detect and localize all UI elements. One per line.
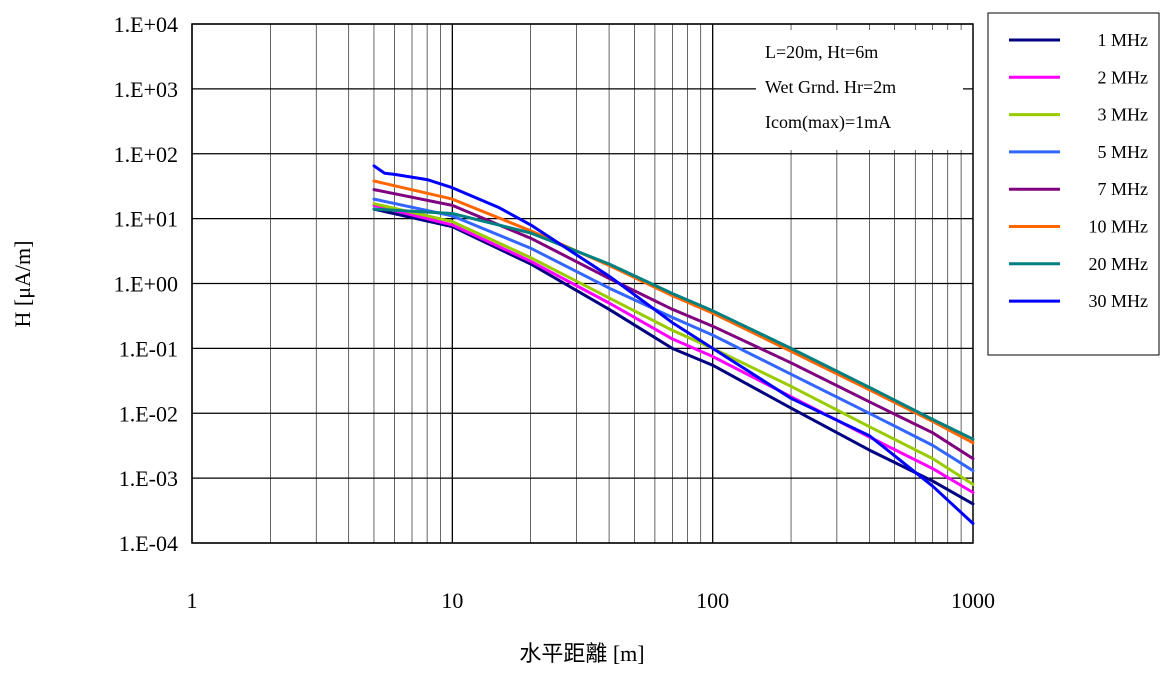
y-tick-label: 1.E+01 <box>114 207 178 232</box>
legend-label: 7 MHz <box>1098 179 1149 199</box>
annotation-line-3: Icom(max)=1mA <box>765 112 891 133</box>
y-tick-label: 1.E-01 <box>119 336 178 361</box>
series-lines <box>372 164 975 525</box>
annotation-line-2: Wet Grnd. Hr=2m <box>765 77 896 97</box>
series-line-30-mhz <box>372 164 975 525</box>
y-tick-label: 1.E+03 <box>114 77 178 102</box>
annotation-line-1: L=20m, Ht=6m <box>765 42 878 62</box>
legend-box <box>987 12 1160 356</box>
series-line-5-mhz <box>372 197 975 473</box>
y-tick-label: 1.E-02 <box>119 401 178 426</box>
y-tick-label: 1.E-03 <box>119 466 178 491</box>
legend-label: 1 MHz <box>1098 30 1149 50</box>
x-tick-label: 1000 <box>951 588 995 613</box>
x-tick-label: 1 <box>187 588 198 613</box>
legend-label: 5 MHz <box>1098 142 1149 162</box>
series-line-3-mhz <box>372 202 975 486</box>
series-line-1-mhz <box>372 207 975 506</box>
x-tick-label: 10 <box>441 588 463 613</box>
legend-label: 30 MHz <box>1089 291 1149 311</box>
plot-area-border <box>191 23 974 544</box>
x-tick-label: 100 <box>696 588 729 613</box>
annotation-box: L=20m, Ht=6m Wet Grnd. Hr=2m Icom(max)=1… <box>756 30 963 150</box>
series-line-20-mhz <box>372 207 975 441</box>
x-axis-label: 水平距離 [m] <box>519 641 644 666</box>
legend-label: 3 MHz <box>1098 105 1149 125</box>
legend-entries: 1 MHz 2 MHz 3 MHz 5 MHz 7 MHz 10 MHz 20 MHz 30 … <box>1009 30 1148 311</box>
y-tick-labels: 1.E+04 1.E+03 1.E+02 1.E+01 1.E+00 1.E-01 1.E-… <box>114 12 178 556</box>
legend: 1 MHz 2 MHz 3 MHz 5 MHz 7 MHz 10 MHz 20 MHz 30 … <box>987 12 1160 356</box>
legend-label: 10 MHz <box>1089 217 1149 237</box>
y-axis-label: H [μA/m] <box>10 241 35 328</box>
y-tick-label: 1.E+02 <box>114 142 178 167</box>
y-tick-label: 1.E+00 <box>114 272 178 297</box>
y-tick-label: 1.E-04 <box>119 531 178 556</box>
series-line-2-mhz <box>372 203 975 494</box>
y-tick-label: 1.E+04 <box>114 12 178 37</box>
legend-label: 2 MHz <box>1098 67 1149 87</box>
legend-label: 20 MHz <box>1089 254 1149 274</box>
series-line-10-mhz <box>372 179 975 445</box>
x-tick-labels: 1 10 100 1000 <box>187 588 996 613</box>
